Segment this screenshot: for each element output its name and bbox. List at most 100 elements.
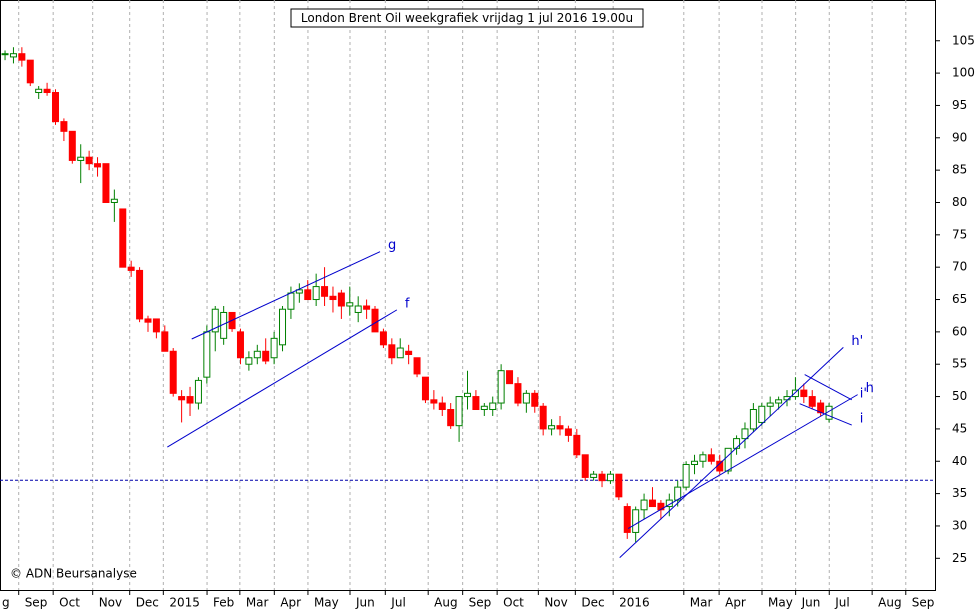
candle-body (413, 357, 421, 375)
candle-body (329, 295, 337, 301)
candle-body (186, 396, 194, 404)
x-tick-label: Jul (834, 596, 849, 610)
candle-body (161, 331, 169, 352)
y-tick-label: 65 (952, 292, 967, 306)
candle-body (791, 389, 799, 398)
candle-body (312, 286, 320, 301)
candle-body (396, 347, 404, 359)
candle-body (102, 163, 110, 203)
candle-body (548, 425, 556, 430)
candle-body (421, 376, 429, 401)
y-tick-label: 40 (952, 454, 967, 468)
x-tick-label: g (2, 596, 10, 610)
x-tick-label: Jun (355, 596, 375, 610)
trendline (619, 347, 844, 559)
trendline (191, 251, 381, 340)
candle-body (749, 409, 757, 430)
candle-body (388, 344, 396, 359)
candle-body (766, 402, 774, 407)
y-tick-label: 30 (952, 518, 967, 532)
candle-body (127, 266, 135, 271)
candle-body (682, 463, 690, 488)
y-tick-label: 95 (952, 98, 967, 112)
candle-body (119, 208, 127, 268)
candle-body (110, 198, 118, 203)
candle-body (270, 337, 278, 359)
candle-body (531, 392, 539, 407)
y-tick-label: 75 (952, 227, 967, 241)
x-tick-label: Oct (59, 596, 80, 610)
x-tick-label: Jun (801, 596, 821, 610)
trendline (804, 374, 852, 401)
candle-body (657, 502, 665, 511)
candle-body (522, 392, 530, 404)
candle-body (9, 53, 17, 58)
credit: © ADN Beursanalyse (10, 567, 137, 581)
x-tick-label: Jul (390, 596, 405, 610)
candle-body (556, 425, 564, 430)
title-box (290, 8, 644, 28)
trendline-label: h' (851, 334, 863, 349)
candle-body (405, 350, 413, 356)
candle-body (539, 405, 547, 430)
y-tick-label: 55 (952, 357, 967, 371)
y-tick-label: 100 (952, 66, 975, 80)
y-tick-label: 60 (952, 324, 967, 338)
candle-body (337, 292, 345, 307)
candle-body (18, 53, 26, 61)
candle-body (262, 350, 270, 362)
candle-body (346, 302, 354, 307)
trendline (627, 394, 858, 529)
candle-body (68, 130, 76, 161)
candle-body (623, 506, 631, 533)
candle-body (26, 59, 34, 84)
candle-body (94, 163, 102, 168)
x-tick-label: 2016 (619, 596, 650, 610)
y-tick-label: 85 (952, 163, 967, 177)
x-tick-label: Sep (469, 596, 492, 610)
y-tick-label: 25 (952, 551, 967, 565)
y-tick-label: 80 (952, 195, 967, 209)
candle-body (136, 269, 144, 320)
candle-body (808, 396, 816, 407)
x-tick-label: Feb (213, 596, 234, 610)
trendline-label: f (405, 296, 410, 311)
candle-body (371, 308, 379, 333)
x-tick-label: Aug (878, 596, 901, 610)
x-tick-label: Nov (544, 596, 567, 610)
candle-body (514, 383, 522, 404)
candle-body (632, 509, 640, 533)
candle-body (480, 405, 488, 411)
x-tick-label: Mar (246, 596, 269, 610)
trendline-label: h (866, 381, 874, 396)
candle-body (707, 454, 715, 462)
y-tick-label: 45 (952, 421, 967, 435)
candle-body (598, 473, 606, 482)
candle-body (506, 370, 514, 385)
candle-body (640, 499, 648, 511)
chart-title: London Brent Oil weekgrafiek vrijdag 1 j… (301, 11, 633, 25)
candle-body (615, 473, 623, 498)
candle-body (741, 428, 749, 440)
trendline-label: i' (860, 386, 867, 401)
x-tick-label: Sep (25, 596, 48, 610)
x-tick-label: May (768, 596, 793, 610)
candle-body (304, 289, 312, 301)
x-tick-label: May (314, 596, 339, 610)
candle-body (758, 405, 766, 423)
candle-body (245, 357, 253, 365)
candle-body (691, 460, 699, 465)
plot-frame (0, 0, 936, 591)
candle-body (733, 438, 741, 449)
trendline-label: g (388, 238, 396, 253)
candle-body (430, 399, 438, 404)
candle-body (590, 473, 598, 478)
x-tick-label: Apr (725, 596, 746, 610)
candle-body (77, 156, 85, 161)
candle-body (472, 396, 480, 411)
candle-body (295, 289, 303, 294)
candle-body (379, 331, 387, 346)
trendline-label: i (860, 412, 864, 427)
candle-body (211, 308, 219, 333)
